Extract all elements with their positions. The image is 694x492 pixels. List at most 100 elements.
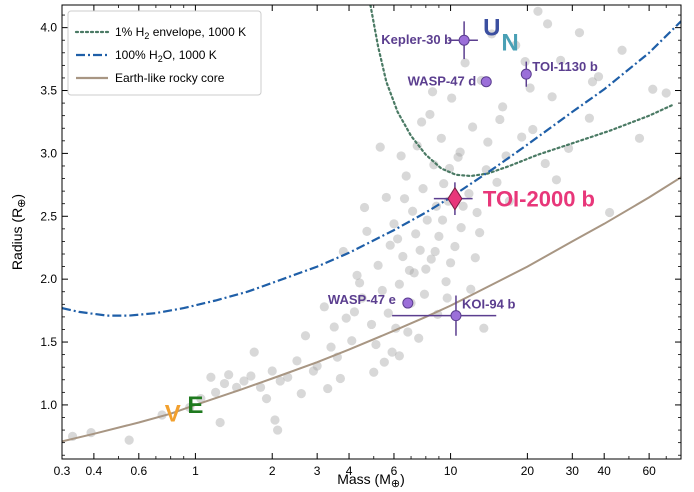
x-axis-title-symbol: ⊕: [391, 478, 400, 490]
axis-ticks: 0.3 0.4 0.6 1 2 3 4 6 10 20 30 40 60 1.0 1.5 2.0 2.5 3.0 3…: [40, 5, 682, 478]
background-point: [542, 19, 553, 29]
target-planet-label: TOI-2000 b: [483, 187, 595, 212]
background-point: [347, 336, 357, 346]
background-point: [206, 372, 216, 382]
background-point: [593, 72, 604, 82]
planet-label: TOI-1130 b: [532, 59, 598, 74]
planet-label: WASP-47 d: [408, 74, 477, 89]
background-point: [275, 376, 285, 386]
background-point: [495, 114, 505, 125]
background-point: [520, 56, 530, 67]
background-point: [517, 132, 527, 142]
highlighted-planet-marker: [480, 76, 492, 88]
background-point: [255, 382, 266, 392]
background-point: [418, 184, 428, 194]
background-point: [419, 289, 430, 299]
y-tick-label: 4.0: [40, 21, 57, 35]
y-axis-title: Radius (R⊕): [9, 194, 28, 270]
background-point: [401, 171, 411, 181]
highlighted-planet-marker: [520, 68, 532, 80]
background-point: [296, 389, 306, 399]
background-point: [411, 229, 421, 239]
background-point: [648, 84, 658, 94]
background-point: [479, 323, 489, 333]
background-point: [551, 175, 562, 185]
background-point: [417, 117, 427, 127]
background-point: [385, 240, 395, 250]
background-point: [249, 347, 259, 357]
background-point: [383, 308, 393, 318]
background-point: [409, 268, 419, 278]
background-point: [341, 313, 351, 323]
model-curves: [62, 5, 681, 443]
x-tick-label: 1: [192, 464, 199, 478]
background-point: [468, 122, 478, 132]
background-point: [196, 394, 206, 404]
background-point: [215, 417, 225, 428]
background-point: [211, 387, 221, 397]
x-axis-title: Mass (M⊕): [337, 471, 405, 490]
h2o-curve: [62, 20, 681, 317]
highlighted-planet-marker: [402, 297, 414, 309]
background-point: [458, 201, 468, 211]
background-point: [371, 339, 381, 350]
background-point: [326, 342, 336, 352]
background-point: [456, 222, 466, 233]
background-point: [475, 228, 485, 238]
background-point: [267, 366, 277, 376]
background-point: [447, 93, 457, 103]
background-point: [584, 113, 594, 123]
background-point: [481, 165, 491, 175]
solar-system-letter: E: [187, 392, 203, 419]
legend: 1% H2 envelope, 1000 K 100% H2O, 1000 K Ea…: [67, 10, 262, 96]
background-point: [422, 215, 432, 225]
solar-system-letter: N: [501, 30, 518, 57]
background-point: [375, 142, 385, 152]
planet-label: WASP-47 e: [328, 292, 396, 307]
x-tick-label: 20: [521, 464, 535, 478]
background-point: [434, 231, 444, 242]
x-tick-label: 0.3: [54, 464, 71, 478]
background-point: [398, 251, 408, 262]
background-point: [379, 357, 389, 367]
legend-label-h2o: 100% H2O, 1000 K: [115, 48, 217, 64]
y-tick-label: 2.5: [40, 209, 57, 223]
solar-system-letter: V: [165, 401, 181, 428]
background-point: [442, 293, 452, 303]
background-point: [319, 302, 329, 312]
background-point: [460, 58, 470, 68]
background-point: [357, 293, 367, 303]
background-point: [661, 88, 671, 98]
plot-frame: [61, 4, 682, 460]
background-point: [381, 192, 391, 203]
background-point: [369, 367, 379, 377]
background-point: [273, 425, 283, 435]
legend-label-rocky: Earth-like rocky core: [115, 71, 225, 85]
background-point: [466, 284, 476, 294]
background-point: [441, 277, 451, 287]
background-point: [528, 124, 538, 135]
background-point: [472, 207, 482, 218]
x-axis-title-main: Mass (M: [337, 471, 391, 487]
planet-label: Kepler-30 b: [381, 32, 452, 47]
background-point: [349, 307, 360, 317]
x-tick-label: 6: [391, 464, 398, 478]
h2-curve: [369, 5, 675, 178]
y-tick-label: 3.5: [40, 84, 57, 98]
x-tick-label: 30: [566, 464, 580, 478]
background-point: [429, 160, 439, 170]
background-point: [292, 356, 302, 366]
background-point: [547, 92, 557, 102]
background-point: [219, 378, 230, 389]
background-point: [404, 265, 415, 275]
background-point: [450, 241, 460, 252]
background-point: [574, 28, 585, 38]
background-point: [439, 178, 449, 189]
y-axis-title-end: ): [9, 194, 25, 199]
background-point: [498, 102, 508, 112]
background-point: [556, 55, 566, 65]
x-tick-label: 0.4: [86, 464, 103, 478]
background-point: [430, 246, 440, 257]
